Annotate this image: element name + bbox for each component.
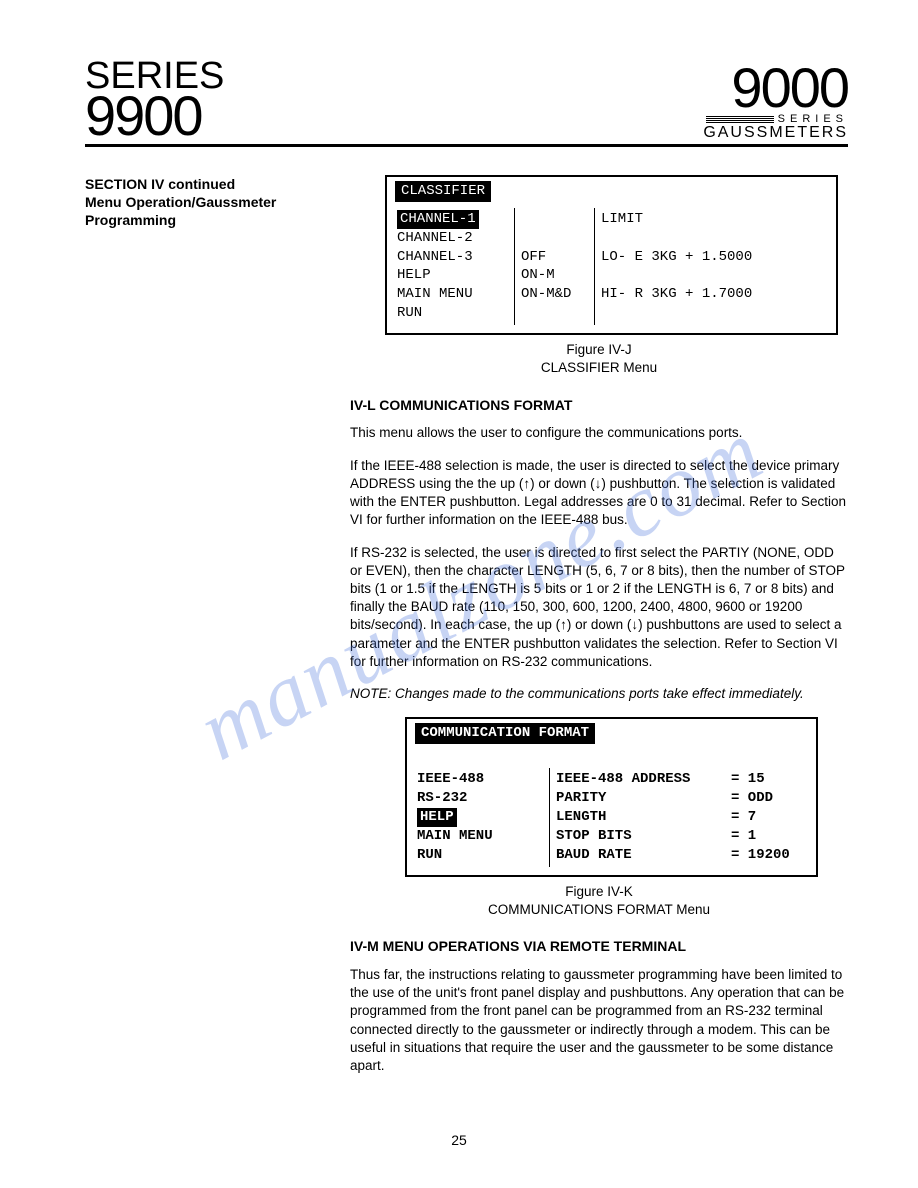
val-label: PARITY xyxy=(556,789,731,808)
section-label-line: SECTION IV continued xyxy=(85,175,330,193)
caption-line: Figure IV-K xyxy=(350,883,848,901)
state-value: ON-M xyxy=(521,266,588,285)
figj-menu-col: CHANNEL-1 CHANNEL-2 CHANNEL-3 HELP MAIN … xyxy=(395,208,515,325)
val-label: IEEE-488 ADDRESS xyxy=(556,770,731,789)
figure-j-caption: Figure IV-J CLASSIFIER Menu xyxy=(350,341,848,377)
limit-header: LIMIT xyxy=(601,210,822,229)
paragraph: This menu allows the user to configure t… xyxy=(350,424,848,442)
menu-item: MAIN MENU xyxy=(397,285,508,304)
menu-item: HELP xyxy=(397,266,508,285)
classifier-badge: CLASSIFIER xyxy=(395,181,491,202)
val-label: STOP BITS xyxy=(556,827,731,846)
left-column: SECTION IV continued Menu Operation/Gaus… xyxy=(85,175,330,1089)
limit-hi: HI- R 3KG + 1.7000 xyxy=(601,285,822,304)
figj-limit-col: LIMIT LO- E 3KG + 1.5000 HI- R 3KG + 1.7… xyxy=(595,208,828,325)
val-value: = ODD xyxy=(731,789,773,808)
header-right: 9000 SERIES GAUSSMETERS xyxy=(703,61,848,140)
val-value: = 19200 xyxy=(731,846,790,865)
caption-line: CLASSIFIER Menu xyxy=(350,359,848,377)
figure-k-caption: Figure IV-K COMMUNICATIONS FORMAT Menu xyxy=(350,883,848,919)
menu-item: CHANNEL-2 xyxy=(397,229,508,248)
right-column: CLASSIFIER CHANNEL-1 CHANNEL-2 CHANNEL-3… xyxy=(350,175,848,1089)
figk-menu-col: IEEE-488 RS-232 HELP MAIN MENU RUN xyxy=(415,768,550,866)
header-model-number: 9900 xyxy=(85,92,224,140)
menu-item: RS-232 xyxy=(417,789,543,808)
paragraph: Thus far, the instructions relating to g… xyxy=(350,966,848,1075)
figk-values-col: IEEE-488 ADDRESS= 15 PARITY= ODD LENGTH=… xyxy=(550,768,808,866)
menu-item-help: HELP xyxy=(417,808,457,827)
caption-line: Figure IV-J xyxy=(350,341,848,359)
val-value: = 15 xyxy=(731,770,765,789)
figure-iv-j-box: CLASSIFIER CHANNEL-1 CHANNEL-2 CHANNEL-3… xyxy=(385,175,838,335)
page-header: SERIES 9900 9000 SERIES GAUSSMETERS xyxy=(85,60,848,147)
state-value: OFF xyxy=(521,248,588,267)
menu-item: IEEE-488 xyxy=(417,770,543,789)
val-label: BAUD RATE xyxy=(556,846,731,865)
figure-iv-k-box: COMMUNICATION FORMAT IEEE-488 RS-232 HEL… xyxy=(405,717,818,876)
limit-lo: LO- E 3KG + 1.5000 xyxy=(601,248,822,267)
note-paragraph: NOTE: Changes made to the communications… xyxy=(350,685,848,703)
section-ivl-head: IV-L COMMUNICATIONS FORMAT xyxy=(350,396,848,415)
section-label: SECTION IV continued Menu Operation/Gaus… xyxy=(85,175,330,230)
content-area: SECTION IV continued Menu Operation/Gaus… xyxy=(85,175,848,1089)
menu-item: CHANNEL-3 xyxy=(397,248,508,267)
figj-state-col: OFF ON-M ON-M&D xyxy=(515,208,595,325)
caption-line: COMMUNICATIONS FORMAT Menu xyxy=(350,901,848,919)
menu-item: RUN xyxy=(417,846,543,865)
section-ivm-head: IV-M MENU OPERATIONS VIA REMOTE TERMINAL xyxy=(350,937,848,956)
header-left: SERIES 9900 xyxy=(85,60,224,140)
section-label-line: Programming xyxy=(85,211,330,229)
page-number: 25 xyxy=(0,1132,918,1148)
state-value: ON-M&D xyxy=(521,285,588,304)
paragraph: If the IEEE-488 selection is made, the u… xyxy=(350,457,848,530)
header-right-number: 9000 xyxy=(703,61,848,114)
menu-item-channel1: CHANNEL-1 xyxy=(397,210,479,229)
comm-format-badge: COMMUNICATION FORMAT xyxy=(415,723,595,744)
section-label-line: Menu Operation/Gaussmeter xyxy=(85,193,330,211)
menu-item: MAIN MENU xyxy=(417,827,543,846)
header-right-product: GAUSSMETERS xyxy=(703,125,848,140)
val-label: LENGTH xyxy=(556,808,731,827)
val-value: = 1 xyxy=(731,827,756,846)
menu-item: RUN xyxy=(397,304,508,323)
val-value: = 7 xyxy=(731,808,756,827)
paragraph: If RS-232 is selected, the user is direc… xyxy=(350,544,848,672)
